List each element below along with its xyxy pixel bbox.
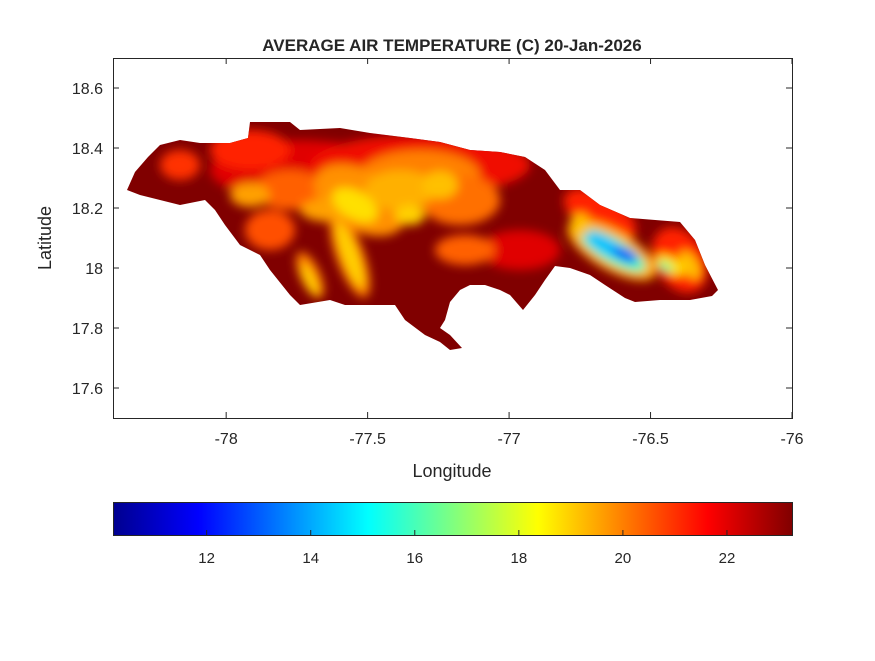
temperature-map bbox=[127, 122, 718, 350]
colorbar-tick-label: 18 bbox=[510, 550, 527, 567]
temperature-contour bbox=[435, 235, 495, 265]
x-tick-label: -76.5 bbox=[632, 431, 669, 448]
colorbar-tick-label: 14 bbox=[302, 550, 319, 567]
temperature-contour bbox=[332, 187, 378, 223]
temperature-contour bbox=[679, 250, 701, 280]
temperature-contour bbox=[570, 213, 590, 237]
temperature-contour bbox=[230, 183, 270, 207]
temperature-contour bbox=[335, 221, 365, 289]
colorbar-tick-label: 20 bbox=[615, 550, 632, 567]
temperature-contour bbox=[655, 254, 685, 276]
chart-title: AVERAGE AIR TEMPERATURE (C) 20-Jan-2026 bbox=[262, 36, 641, 55]
y-tick-label: 17.6 bbox=[72, 381, 103, 398]
temperature-contour bbox=[422, 171, 458, 199]
colorbar-tick-label: 22 bbox=[719, 550, 736, 567]
x-tick-label: -77.5 bbox=[349, 431, 386, 448]
x-tick-label: -77 bbox=[498, 431, 521, 448]
y-tick-label: 17.8 bbox=[72, 321, 103, 338]
colorbar bbox=[113, 502, 793, 536]
temperature-contour bbox=[563, 188, 637, 242]
y-tick-label: 18.2 bbox=[72, 201, 103, 218]
x-axis: -78 -77.5 -77 -76.5 -76 bbox=[215, 58, 804, 448]
temperature-contour bbox=[245, 210, 295, 250]
y-axis: 17.6 17.8 18 18.2 18.4 18.6 bbox=[72, 81, 792, 398]
y-tick-label: 18.6 bbox=[72, 81, 103, 98]
temperature-contour bbox=[657, 261, 673, 273]
temperature-contour bbox=[160, 150, 200, 180]
x-tick-label: -76 bbox=[780, 431, 803, 448]
x-tick-label: -78 bbox=[215, 431, 238, 448]
temperature-contour bbox=[210, 130, 290, 170]
colorbar-tick-label: 16 bbox=[406, 550, 423, 567]
temperature-contour bbox=[480, 230, 560, 270]
colorbar-tick-label: 12 bbox=[198, 550, 215, 567]
y-tick-label: 18.4 bbox=[72, 141, 103, 158]
plot-area bbox=[113, 58, 793, 419]
temperature-contour bbox=[365, 170, 435, 210]
y-tick-label: 18 bbox=[85, 261, 103, 278]
temperature-contour bbox=[301, 263, 319, 297]
temperature-contour bbox=[255, 170, 325, 210]
temperature-contour bbox=[612, 246, 638, 264]
colorbar-ticks: 12 14 16 18 20 22 bbox=[198, 530, 735, 567]
temperature-contour bbox=[395, 205, 425, 225]
y-axis-label: Latitude bbox=[35, 206, 55, 270]
x-axis-label: Longitude bbox=[412, 461, 491, 481]
